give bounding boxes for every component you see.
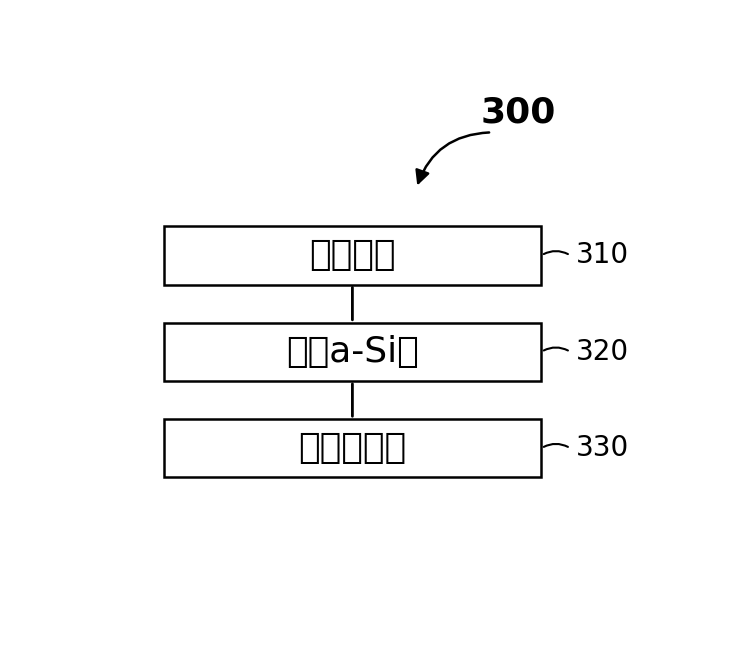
Text: 形成金属层: 形成金属层 <box>298 431 406 465</box>
FancyBboxPatch shape <box>164 419 542 477</box>
Text: 300: 300 <box>480 95 556 129</box>
Text: 320: 320 <box>576 338 629 366</box>
FancyBboxPatch shape <box>164 323 542 381</box>
Text: 提供基板: 提供基板 <box>309 239 396 272</box>
Text: 330: 330 <box>576 434 629 462</box>
FancyArrowPatch shape <box>416 132 489 183</box>
Text: 310: 310 <box>576 241 629 270</box>
Text: 形成a-Si层: 形成a-Si层 <box>286 335 418 369</box>
FancyBboxPatch shape <box>164 226 542 285</box>
